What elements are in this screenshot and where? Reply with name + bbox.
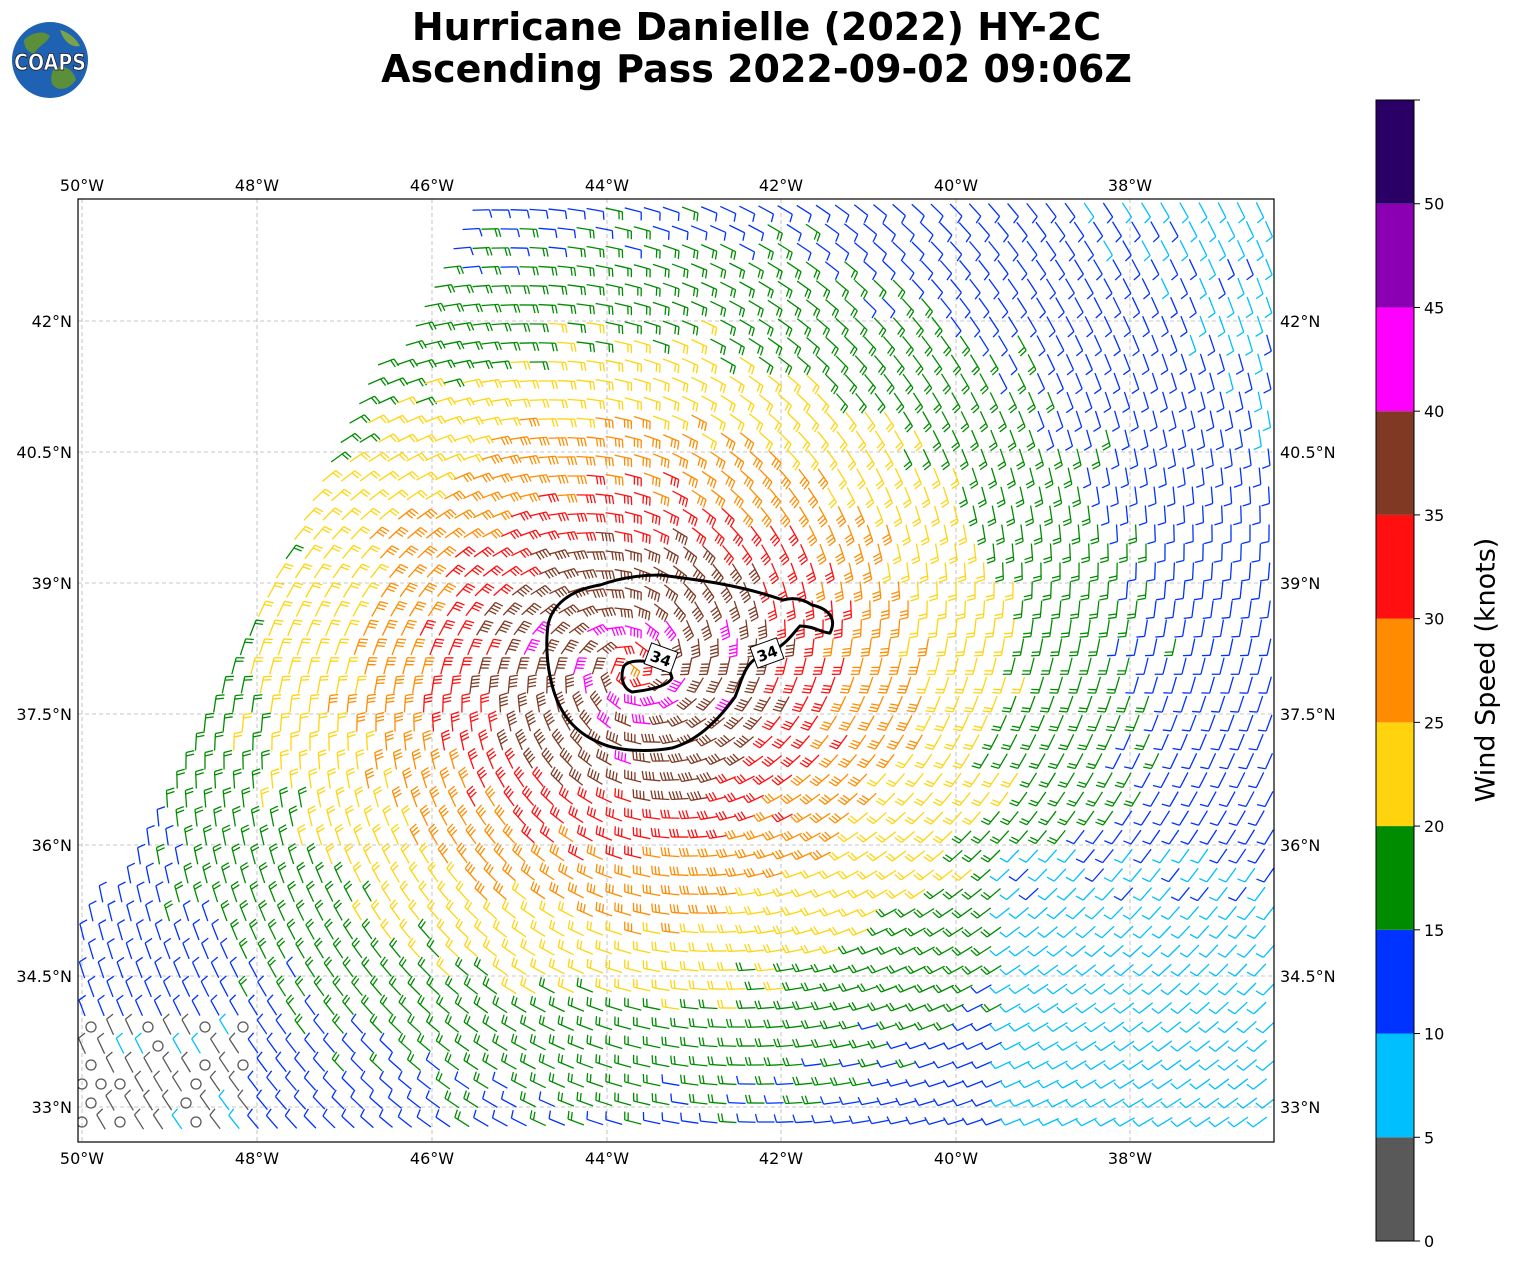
colorbar-label: Wind Speed (knots): [1470, 537, 1502, 803]
lat-label-right-5: 34.5°N: [1280, 967, 1336, 986]
contour-label-2: 34: [749, 637, 785, 669]
lon-label-top-5: 40°W: [934, 176, 978, 195]
logo-text: COAPS: [14, 51, 86, 76]
colorbar-bin-6: [1376, 514, 1414, 619]
title-line-2: Ascending Pass 2022-09-02 09:06Z: [381, 47, 1132, 91]
colorbar-tick-label-1: 5: [1424, 1128, 1434, 1147]
wind-contour-34kt: [545, 573, 835, 752]
lon-label-bottom-1: 48°W: [235, 1149, 279, 1168]
axis-tick-labels: 50°W 50°W 48°W 48°W 46°W 46°W 44°W 44°W 42°W 42°W…: [16, 176, 1335, 1168]
colorbar-tick-label-2: 10: [1424, 1025, 1444, 1044]
colorbar: 0 5 10 15 20 25 30 35 40 45 50: [1375, 99, 1444, 1251]
colorbar-bin-0: [1376, 1137, 1414, 1241]
colorbar-tick-label-5: 25: [1424, 713, 1444, 732]
map-gridlines: [78, 199, 1274, 1142]
wind-barbs: [78, 202, 1274, 1130]
colorbar-tick-label-0: 0: [1424, 1232, 1434, 1251]
colorbar-frame: [1375, 99, 1415, 1242]
lon-label-bottom-3: 44°W: [585, 1149, 629, 1168]
lon-label-bottom-5: 40°W: [934, 1149, 978, 1168]
lon-label-bottom-4: 42°W: [759, 1149, 803, 1168]
lon-label-top-4: 42°W: [759, 176, 803, 195]
lat-label-left-4: 36°N: [32, 836, 72, 855]
map-title: Hurricane Danielle (2022) HY-2C Ascendin…: [0, 6, 1513, 90]
colorbar-tick-label-10: 50: [1424, 195, 1444, 214]
lat-label-right-2: 39°N: [1280, 574, 1320, 593]
colorbar-bin-10: [1376, 100, 1414, 204]
lat-label-right-0: 42°N: [1280, 312, 1320, 331]
colorbar-bin-5: [1376, 618, 1414, 723]
lon-label-bottom-2: 46°W: [410, 1149, 454, 1168]
lon-label-bottom-6: 38°W: [1108, 1149, 1152, 1168]
lat-label-right-1: 40.5°N: [1280, 443, 1336, 462]
lon-label-top-3: 44°W: [585, 176, 629, 195]
lon-label-top-2: 46°W: [410, 176, 454, 195]
lat-label-right-6: 33°N: [1280, 1098, 1320, 1117]
lat-label-left-3: 37.5°N: [16, 705, 72, 724]
lat-label-left-0: 42°N: [32, 312, 72, 331]
lat-label-left-6: 33°N: [32, 1098, 72, 1117]
lat-label-left-2: 39°N: [32, 574, 72, 593]
title-line-1: Hurricane Danielle (2022) HY-2C: [411, 5, 1102, 49]
lon-label-top-6: 38°W: [1108, 176, 1152, 195]
colorbar-tick-label-7: 35: [1424, 506, 1444, 525]
colorbar-bin-9: [1376, 203, 1414, 308]
lon-label-bottom-0: 50°W: [60, 1149, 104, 1168]
map-frame: [77, 198, 1275, 1143]
colorbar-tick-label-8: 40: [1424, 402, 1444, 421]
colorbar-bin-4: [1376, 722, 1414, 827]
colorbar-bin-3: [1376, 826, 1414, 930]
colorbar-tick-label-9: 45: [1424, 298, 1444, 317]
colorbar-bin-8: [1376, 307, 1414, 412]
lat-label-right-3: 37.5°N: [1280, 705, 1336, 724]
lon-label-top-0: 50°W: [60, 176, 104, 195]
lat-label-right-4: 36°N: [1280, 836, 1320, 855]
colorbar-bin-2: [1376, 929, 1414, 1034]
colorbar-tick-label-4: 20: [1424, 817, 1444, 836]
lat-label-left-5: 34.5°N: [16, 967, 72, 986]
colorbar-bin-1: [1376, 1033, 1414, 1138]
lon-label-top-1: 48°W: [235, 176, 279, 195]
coaps-logo: COAPS: [12, 22, 88, 98]
lat-label-left-1: 40.5°N: [16, 443, 72, 462]
colorbar-bin-7: [1376, 411, 1414, 515]
colorbar-tick-label-3: 15: [1424, 921, 1444, 940]
colorbar-tick-label-6: 30: [1424, 610, 1444, 629]
contour-label-1: 34: [643, 642, 679, 674]
